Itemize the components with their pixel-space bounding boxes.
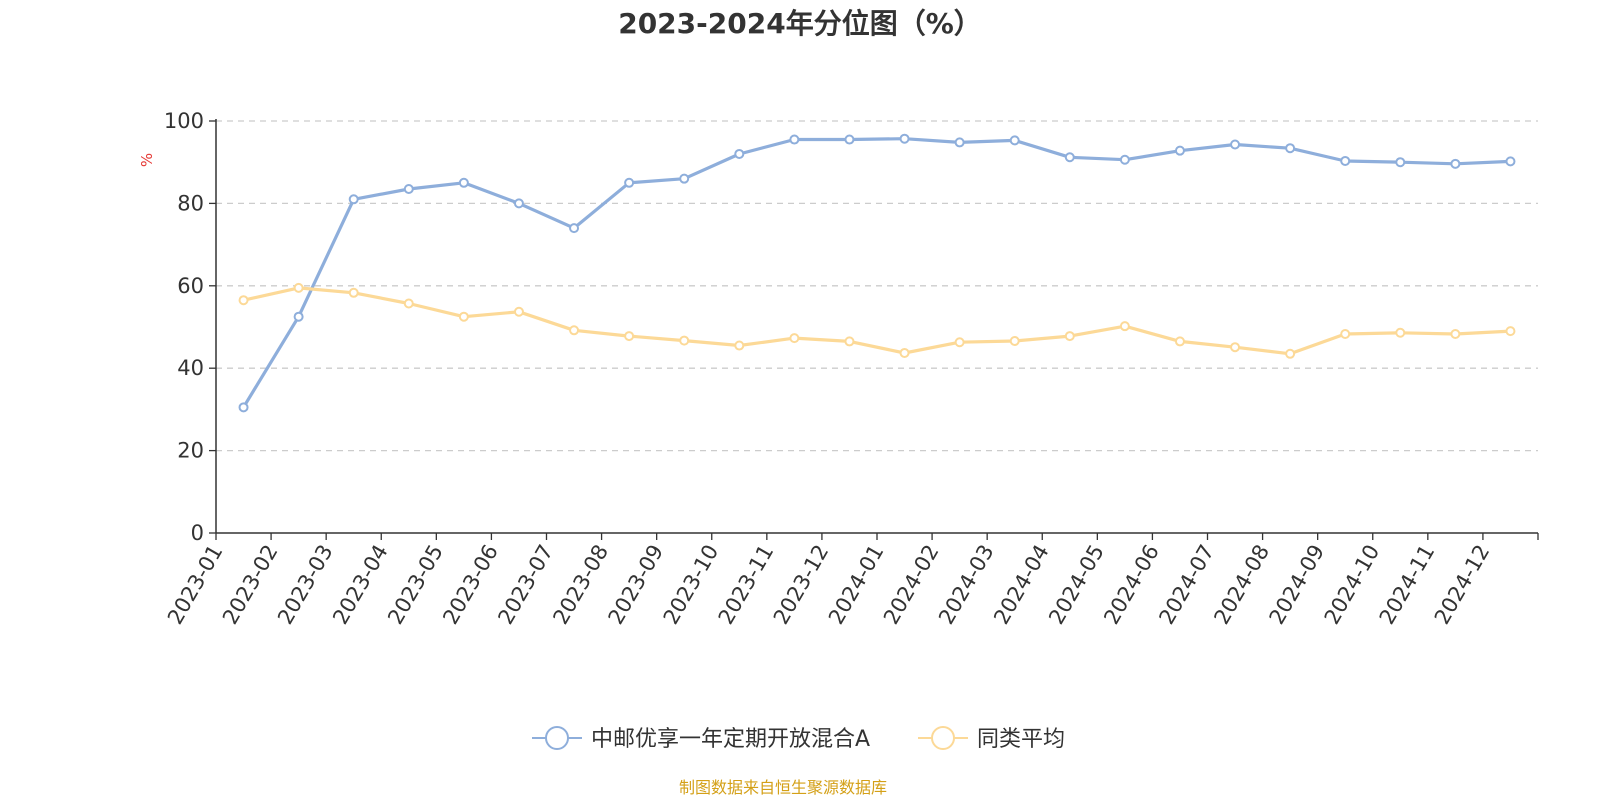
data-point[interactable] xyxy=(1450,329,1461,340)
data-point[interactable] xyxy=(1395,327,1406,338)
data-point[interactable] xyxy=(458,177,469,188)
y-tick-label: 100 xyxy=(164,109,204,133)
series-1 xyxy=(238,282,1516,359)
data-point[interactable] xyxy=(513,306,524,317)
data-point[interactable] xyxy=(1505,156,1516,167)
data-point[interactable] xyxy=(624,331,635,342)
legend[interactable]: 中邮优享一年定期开放混合A 同类平均 xyxy=(532,726,1065,752)
data-point[interactable] xyxy=(1395,157,1406,168)
x-tick-label: 2024-12 xyxy=(1430,541,1495,629)
data-point[interactable] xyxy=(954,137,965,148)
data-point[interactable] xyxy=(1230,342,1241,353)
y-tick-label: 80 xyxy=(177,191,204,215)
data-point[interactable] xyxy=(734,148,745,159)
data-point[interactable] xyxy=(734,340,745,351)
data-point[interactable] xyxy=(1450,158,1461,169)
data-point[interactable] xyxy=(1340,155,1351,166)
data-point[interactable] xyxy=(1009,135,1020,146)
data-point[interactable] xyxy=(1285,348,1296,359)
y-tick-label: 20 xyxy=(177,439,204,463)
legend-item-1[interactable]: 同类平均 xyxy=(918,726,1065,752)
y-tick-label: 60 xyxy=(177,274,204,298)
source-note: 制图数据来自恒生聚源数据库 xyxy=(679,778,887,797)
data-point[interactable] xyxy=(513,198,524,209)
data-point[interactable] xyxy=(1064,152,1075,163)
data-point[interactable] xyxy=(899,133,910,144)
data-point[interactable] xyxy=(789,333,800,344)
data-point[interactable] xyxy=(238,402,249,413)
data-point[interactable] xyxy=(569,223,580,234)
data-point[interactable] xyxy=(348,194,359,205)
data-point[interactable] xyxy=(1505,326,1516,337)
series-line xyxy=(242,137,1511,409)
legend-item-0[interactable]: 中邮优享一年定期开放混合A xyxy=(532,726,870,752)
data-point[interactable] xyxy=(1285,143,1296,154)
data-point[interactable] xyxy=(569,325,580,336)
y-tick-label: 40 xyxy=(177,356,204,380)
data-point[interactable] xyxy=(403,183,414,194)
y-tick-label: 0 xyxy=(191,521,204,545)
data-point[interactable] xyxy=(789,134,800,145)
data-point[interactable] xyxy=(1009,336,1020,347)
data-point[interactable] xyxy=(954,337,965,348)
legend-label: 中邮优享一年定期开放混合A xyxy=(591,727,870,752)
data-point[interactable] xyxy=(403,298,414,309)
data-point[interactable] xyxy=(899,347,910,358)
data-point[interactable] xyxy=(293,282,304,293)
grid-lines xyxy=(216,120,1538,452)
series-layer xyxy=(238,133,1516,413)
data-point[interactable] xyxy=(458,311,469,322)
data-point[interactable] xyxy=(1340,329,1351,340)
legend-label: 同类平均 xyxy=(977,727,1065,752)
data-point[interactable] xyxy=(1174,145,1185,156)
data-point[interactable] xyxy=(1119,154,1130,165)
data-point[interactable] xyxy=(293,311,304,322)
data-point[interactable] xyxy=(679,335,690,346)
data-point[interactable] xyxy=(348,287,359,298)
series-0 xyxy=(238,133,1516,413)
data-point[interactable] xyxy=(679,173,690,184)
data-point[interactable] xyxy=(1119,321,1130,332)
data-point[interactable] xyxy=(844,134,855,145)
data-point[interactable] xyxy=(1064,331,1075,342)
data-point[interactable] xyxy=(624,177,635,188)
data-point[interactable] xyxy=(844,336,855,347)
data-point[interactable] xyxy=(1174,336,1185,347)
legend-marker xyxy=(545,726,569,750)
data-point[interactable] xyxy=(238,295,249,306)
chart-title: 2023-2024年分位图（%） xyxy=(618,7,982,40)
legend-marker xyxy=(931,726,955,750)
y-axis-label: % xyxy=(138,153,156,167)
data-point[interactable] xyxy=(1230,139,1241,150)
series-line xyxy=(243,286,1511,356)
